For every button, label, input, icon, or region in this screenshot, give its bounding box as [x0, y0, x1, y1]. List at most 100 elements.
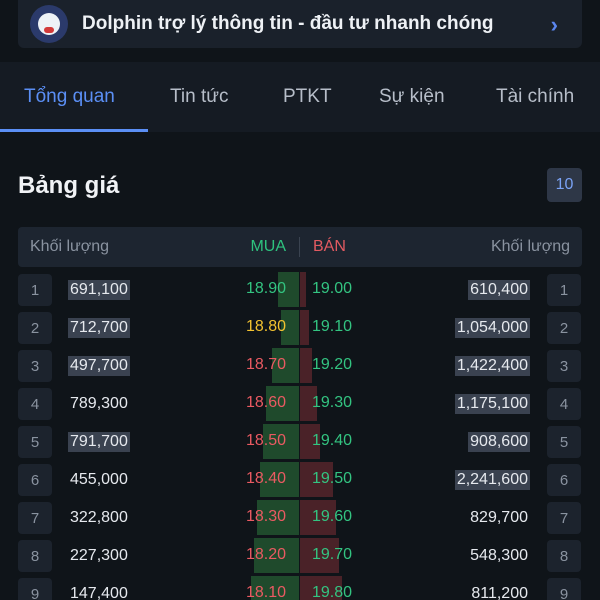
- row-index-left: 3: [18, 350, 52, 382]
- table-row[interactable]: 3 497,700 18.70 19.20 1,422,400 3: [0, 347, 600, 385]
- row-index-right: 7: [547, 502, 581, 534]
- buy-depth-bar: [251, 576, 299, 600]
- row-index-right: 5: [547, 426, 581, 458]
- price-board-header: Khối lượng MUA BÁN Khối lượng: [18, 227, 582, 267]
- sell-depth-bar: [300, 462, 333, 497]
- row-index-right: 1: [547, 274, 581, 306]
- buy-depth-bar: [263, 424, 299, 459]
- row-index-left: 2: [18, 312, 52, 344]
- buy-depth-bar: [278, 272, 299, 307]
- table-row[interactable]: 1 691,100 18.90 19.00 610,400 1: [0, 271, 600, 309]
- depth-selector-button[interactable]: 10: [547, 168, 582, 202]
- row-index-right: 3: [547, 350, 581, 382]
- sell-depth-bar: [300, 424, 320, 459]
- header-buy-volume: Khối lượng: [30, 238, 110, 255]
- buy-volume: 712,700: [68, 318, 130, 338]
- buy-volume: 791,700: [68, 432, 130, 452]
- buy-price[interactable]: 18.20: [245, 546, 286, 563]
- buy-depth-bar: [281, 310, 299, 345]
- table-row[interactable]: 4 789,300 18.60 19.30 1,175,100 4: [0, 385, 600, 423]
- header-sell-volume: Khối lượng: [490, 238, 570, 255]
- sell-price[interactable]: 19.30: [312, 394, 353, 411]
- buy-depth-bar: [254, 538, 299, 573]
- header-sell: BÁN: [313, 238, 346, 255]
- sell-depth-bar: [300, 538, 339, 573]
- table-row[interactable]: 6 455,000 18.40 19.50 2,241,600 6: [0, 461, 600, 499]
- sell-volume: 811,200: [471, 585, 528, 600]
- buy-depth-bar: [260, 462, 299, 497]
- buy-price[interactable]: 18.10: [245, 584, 286, 600]
- table-row[interactable]: 5 791,700 18.50 19.40 908,600 5: [0, 423, 600, 461]
- tab-news[interactable]: Tin tức: [170, 86, 229, 107]
- sell-volume: 610,400: [468, 280, 530, 300]
- buy-volume: 227,300: [70, 547, 128, 564]
- row-index-left: 7: [18, 502, 52, 534]
- row-index-left: 5: [18, 426, 52, 458]
- sell-volume: 1,422,400: [454, 356, 530, 376]
- sell-price[interactable]: 19.40: [312, 432, 353, 449]
- sell-price[interactable]: 19.00: [312, 280, 353, 297]
- row-index-right: 6: [547, 464, 581, 496]
- row-index-left: 4: [18, 388, 52, 420]
- tab-overview[interactable]: Tổng quan: [24, 86, 115, 107]
- buy-price[interactable]: 18.90: [245, 280, 286, 297]
- sell-volume: 1,175,100: [454, 394, 530, 414]
- buy-price[interactable]: 18.60: [245, 394, 286, 411]
- chevron-right-icon[interactable]: ›: [550, 12, 558, 37]
- buy-price[interactable]: 18.80: [245, 318, 286, 335]
- row-index-right: 2: [547, 312, 581, 344]
- sell-price[interactable]: 19.70: [312, 546, 353, 563]
- buy-depth-bar: [257, 500, 299, 535]
- sell-volume: 2,241,600: [454, 470, 530, 490]
- tab-events[interactable]: Sự kiện: [379, 86, 445, 107]
- buy-price[interactable]: 18.30: [245, 508, 286, 525]
- buy-depth-bar: [266, 386, 299, 421]
- table-row[interactable]: 8 227,300 18.20 19.70 548,300 8: [0, 537, 600, 575]
- sell-price[interactable]: 19.50: [312, 470, 353, 487]
- buy-volume: 147,400: [70, 585, 128, 600]
- row-index-right: 8: [547, 540, 581, 572]
- sell-depth-bar: [300, 576, 342, 600]
- tab-technical-analysis[interactable]: PTKT: [283, 86, 332, 107]
- tab-bar: Tổng quan Tin tức PTKT Sự kiện Tài chính: [0, 62, 600, 132]
- sell-depth-bar: [300, 386, 317, 421]
- header-divider: [299, 237, 300, 257]
- sell-price[interactable]: 19.10: [312, 318, 353, 335]
- buy-depth-bar: [272, 348, 299, 383]
- section-title: Bảng giá: [18, 172, 120, 199]
- buy-volume: 497,700: [68, 356, 130, 376]
- sell-depth-bar: [300, 272, 306, 307]
- sell-depth-bar: [300, 348, 312, 383]
- sell-depth-bar: [300, 310, 309, 345]
- dolphin-banner[interactable]: Dolphin trợ lý thông tin - đầu tư nhanh …: [18, 0, 582, 48]
- row-index-right: 4: [547, 388, 581, 420]
- table-row[interactable]: 7 322,800 18.30 19.60 829,700 7: [0, 499, 600, 537]
- buy-volume: 455,000: [70, 471, 128, 488]
- sell-price[interactable]: 19.20: [312, 356, 353, 373]
- row-index-left: 6: [18, 464, 52, 496]
- row-index-left: 1: [18, 274, 52, 306]
- row-index-right: 9: [547, 578, 581, 600]
- sell-volume: 908,600: [468, 432, 530, 452]
- buy-volume: 322,800: [70, 509, 128, 526]
- row-index-left: 9: [18, 578, 52, 600]
- sell-price[interactable]: 19.80: [312, 584, 353, 600]
- tab-finance[interactable]: Tài chính: [496, 86, 575, 107]
- buy-price[interactable]: 18.70: [245, 356, 286, 373]
- active-tab-indicator: [0, 129, 148, 132]
- buy-price[interactable]: 18.40: [245, 470, 286, 487]
- buy-price[interactable]: 18.50: [245, 432, 286, 449]
- row-index-left: 8: [18, 540, 52, 572]
- sell-volume: 1,054,000: [454, 318, 530, 338]
- buy-volume: 691,100: [68, 280, 130, 300]
- table-row[interactable]: 2 712,700 18.80 19.10 1,054,000 2: [0, 309, 600, 347]
- banner-text: Dolphin trợ lý thông tin - đầu tư nhanh …: [82, 13, 494, 34]
- dolphin-avatar-icon: [30, 5, 68, 43]
- header-buy: MUA: [250, 238, 286, 255]
- table-row[interactable]: 9 147,400 18.10 19.80 811,200 9: [0, 575, 600, 600]
- buy-volume: 789,300: [70, 395, 128, 412]
- sell-price[interactable]: 19.60: [312, 508, 353, 525]
- sell-volume: 829,700: [470, 509, 528, 526]
- sell-volume: 548,300: [470, 547, 528, 564]
- sell-depth-bar: [300, 500, 336, 535]
